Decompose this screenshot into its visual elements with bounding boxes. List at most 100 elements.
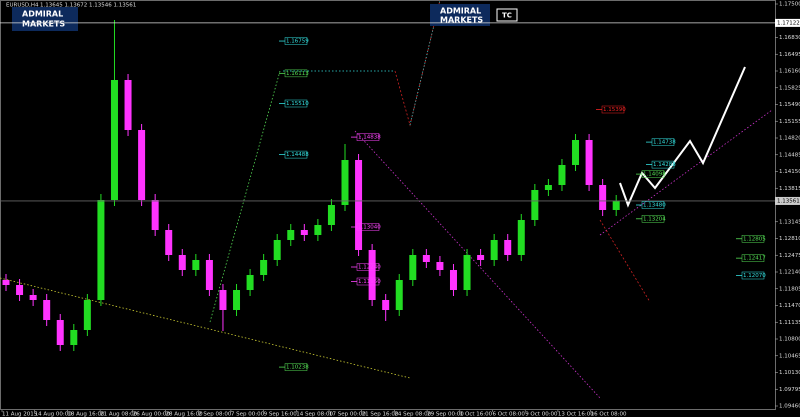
level-box	[356, 263, 380, 271]
x-tick-label: 7 Sep 00:00	[231, 412, 265, 417]
price-label: 1.13561	[777, 198, 800, 204]
x-tick-label: 1 Oct 16:00	[460, 412, 493, 417]
candle-body	[355, 160, 363, 250]
level-label: 1.10238	[286, 365, 309, 371]
y-tick-label: 1.16160	[779, 69, 800, 75]
level-box	[356, 277, 380, 286]
candle-body	[2, 280, 10, 285]
forecast-path	[619, 66, 746, 208]
x-tick-label: 17 Sep 00:00	[329, 412, 366, 417]
y-tick-label: 1.16830	[779, 35, 800, 41]
level-box	[284, 150, 308, 159]
y-tick-label: 1.12140	[779, 270, 800, 276]
level-label: 1.12417	[743, 256, 766, 262]
level-box	[741, 254, 765, 262]
candle-body	[219, 290, 227, 310]
level-label: 1.13480	[643, 203, 666, 209]
level-label: 1.14488	[286, 152, 309, 158]
candle-body	[612, 201, 620, 210]
candle-body	[138, 130, 146, 200]
y-tick-label: 1.12810	[779, 236, 800, 242]
logo-text: MARKETS	[22, 20, 65, 29]
candle-body	[124, 80, 132, 130]
x-tick-label: 28 Aug 16:00	[166, 412, 204, 417]
candle-body	[409, 255, 417, 280]
trendline	[599, 109, 773, 236]
candle-body	[97, 200, 105, 300]
symbol: EURUSD,H4	[6, 3, 39, 9]
candle-body	[544, 185, 552, 190]
plot-frame	[0, 0, 776, 410]
drawings	[0, 0, 773, 399]
candle-body	[16, 285, 24, 295]
level-label: 1.14098	[643, 172, 666, 178]
y-tick-label: 1.12475	[779, 253, 800, 259]
logo-text: ADMIRAL	[22, 10, 63, 19]
candle-body	[260, 260, 268, 275]
candle-body	[517, 220, 525, 255]
level-label: 1.13040	[358, 225, 381, 231]
x-tick-label: 24 Sep 08:00	[394, 412, 431, 417]
level-box	[741, 271, 765, 280]
x-tick-label: 14 Aug 00:00	[35, 412, 73, 417]
x-tick-label: 14 Sep 08:00	[296, 412, 333, 417]
level-label: 1.12070	[743, 273, 766, 279]
level-label: 1.14288	[653, 162, 676, 168]
ohlc: 1.13645 1.13672 1.13546 1.13561	[40, 3, 136, 9]
x-tick-label: 29 Sep 00:00	[427, 412, 464, 417]
logo-box	[430, 4, 490, 26]
y-tick-label: 1.13815	[779, 186, 800, 192]
tc-label[interactable]: TC	[502, 12, 512, 20]
x-tick-label: 16 Oct 08:00	[591, 412, 627, 417]
level-label: 1.16113	[286, 71, 309, 77]
y-tick-label: 1.15155	[779, 119, 800, 125]
y-tick-label: 1.10800	[779, 337, 800, 343]
x-tick-label: 11 Aug 2015	[2, 412, 38, 417]
y-tick-label: 1.11470	[779, 303, 800, 309]
x-tick-label: 9 Sep 16:00	[264, 412, 298, 417]
x-tick-label: 9 Oct 00:00	[525, 412, 558, 417]
y-tick-label: 1.17500	[779, 2, 800, 8]
price-box	[775, 196, 800, 205]
candle-body	[233, 290, 241, 310]
level-box	[651, 138, 675, 146]
x-tick-label: 18 Aug 16:00	[67, 412, 105, 417]
y-tick-label: 1.14150	[779, 169, 800, 175]
candle-body	[585, 140, 593, 185]
candle-body	[490, 240, 498, 260]
level-label: 1.14838	[358, 135, 381, 141]
level-box	[356, 223, 380, 231]
level-label: 1.13204	[643, 216, 666, 222]
candle-body	[368, 250, 376, 300]
price-label: 1.17122	[777, 20, 800, 26]
projection	[409, 0, 441, 126]
y-tick-label: 1.13145	[779, 219, 800, 225]
candle-body	[273, 240, 281, 260]
candle-body	[572, 140, 580, 165]
candle-body	[477, 255, 485, 260]
trendline	[209, 70, 281, 323]
candle-body	[205, 260, 213, 290]
logo-text: ADMIRAL	[440, 7, 481, 16]
y-tick-label: 1.15490	[779, 102, 800, 108]
candle-body	[165, 230, 173, 255]
candle-body	[29, 295, 37, 300]
level-box	[284, 363, 308, 371]
candle-body	[70, 330, 78, 345]
level-label: 1.12240	[358, 265, 381, 271]
candle-body	[83, 300, 91, 330]
candle-body	[422, 255, 430, 262]
level-label: 1.14738	[653, 140, 676, 146]
y-tick-label: 1.10130	[779, 370, 800, 376]
projection	[599, 219, 651, 303]
candle-body	[327, 205, 335, 225]
level-label: 1.11950	[358, 279, 381, 285]
level-box	[641, 170, 665, 178]
x-tick-label: 21 Sep 16:00	[362, 412, 399, 417]
tc-button[interactable]	[496, 8, 518, 22]
y-tick-label: 1.11805	[779, 286, 800, 292]
candle-body	[504, 240, 512, 255]
y-tick-label: 1.09795	[779, 387, 800, 393]
